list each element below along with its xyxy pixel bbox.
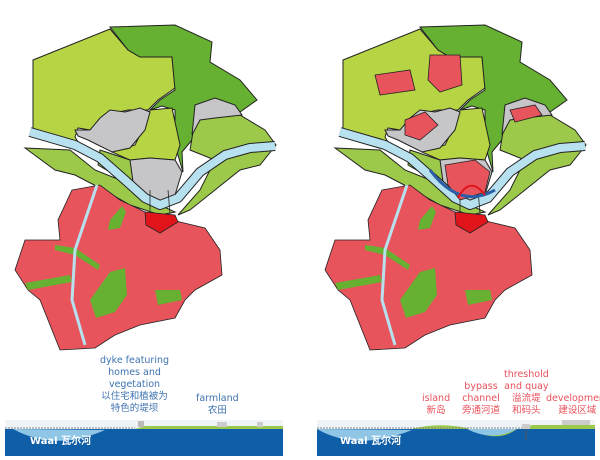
cross-section-current xyxy=(5,420,283,456)
label-line: homes and xyxy=(108,367,161,378)
city-map-proposal xyxy=(310,0,600,360)
threshold-arc xyxy=(457,184,486,199)
river-name-label: Waal 瓦尔河 xyxy=(30,436,92,447)
farmland-label: farmland 农田 xyxy=(196,393,239,417)
label-line: 和码头 xyxy=(512,405,541,416)
development-zone-north xyxy=(374,69,416,96)
label-line: 农田 xyxy=(207,405,227,416)
bypass-label: bypass channel 旁通河道 xyxy=(462,381,500,417)
label-line: 溢流堤 xyxy=(512,393,541,404)
dyke-label: dyke featuring homes and vegetation 以住宅和… xyxy=(100,355,169,415)
threshold-label: threshold and quay 溢流堤 和码头 xyxy=(504,369,549,417)
label-line: and quay xyxy=(504,381,549,392)
bypass-channel xyxy=(428,169,496,199)
label-line: 以住宅和植被为 xyxy=(101,391,168,402)
label-line: 建设区域 xyxy=(558,405,597,416)
label-line: channel xyxy=(462,393,500,404)
city-map-current xyxy=(0,0,300,360)
label-line: development xyxy=(546,393,600,404)
cross-section-proposal xyxy=(317,420,595,456)
label-line: island xyxy=(422,393,451,404)
river-name-label: Waal 瓦尔河 xyxy=(340,436,402,447)
label-line: threshold xyxy=(504,369,549,380)
island-label: island 新岛 xyxy=(422,393,450,417)
development-label: development 建设区域 xyxy=(546,393,600,417)
current-situation-panel: dyke featuring homes and vegetation 以住宅和… xyxy=(0,0,300,456)
label-line: vegetation xyxy=(108,379,161,390)
label-line: 特色的堤坝 xyxy=(110,403,159,414)
label-line: dyke featuring xyxy=(100,355,170,366)
label-line: farmland xyxy=(196,393,239,404)
label-line: 新岛 xyxy=(426,405,446,416)
label-line: 旁通河道 xyxy=(462,405,501,416)
label-line: bypass xyxy=(464,381,498,392)
proposal-panel: island 新岛 bypass channel 旁通河道 threshold … xyxy=(310,0,600,460)
